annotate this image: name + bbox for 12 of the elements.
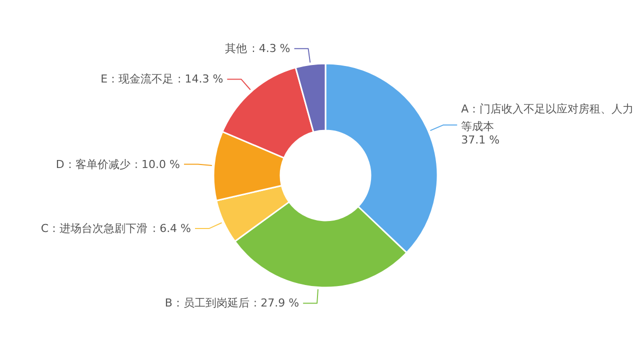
slice-label: B：员工到岗延后 — [164, 296, 250, 310]
data-label: 37.1 % — [461, 134, 500, 147]
data-label: : 14.3 % — [178, 72, 224, 86]
data-label: : 27.9 % — [253, 296, 300, 310]
slice-label: 其他 — [224, 42, 247, 56]
slice-label: E：现金流不足 — [100, 72, 174, 86]
data-label: : 4.3 % — [252, 42, 290, 56]
slice-label: C：进场台次急剧下滑 — [40, 222, 148, 236]
slice-label: D：客单价减少 — [56, 158, 130, 171]
data-label: : 10.0 % — [134, 158, 180, 171]
slice-label: A：门店收入不足以应对房租、人力等成本 — [461, 102, 634, 134]
data-label: : 6.4 % — [152, 222, 192, 236]
